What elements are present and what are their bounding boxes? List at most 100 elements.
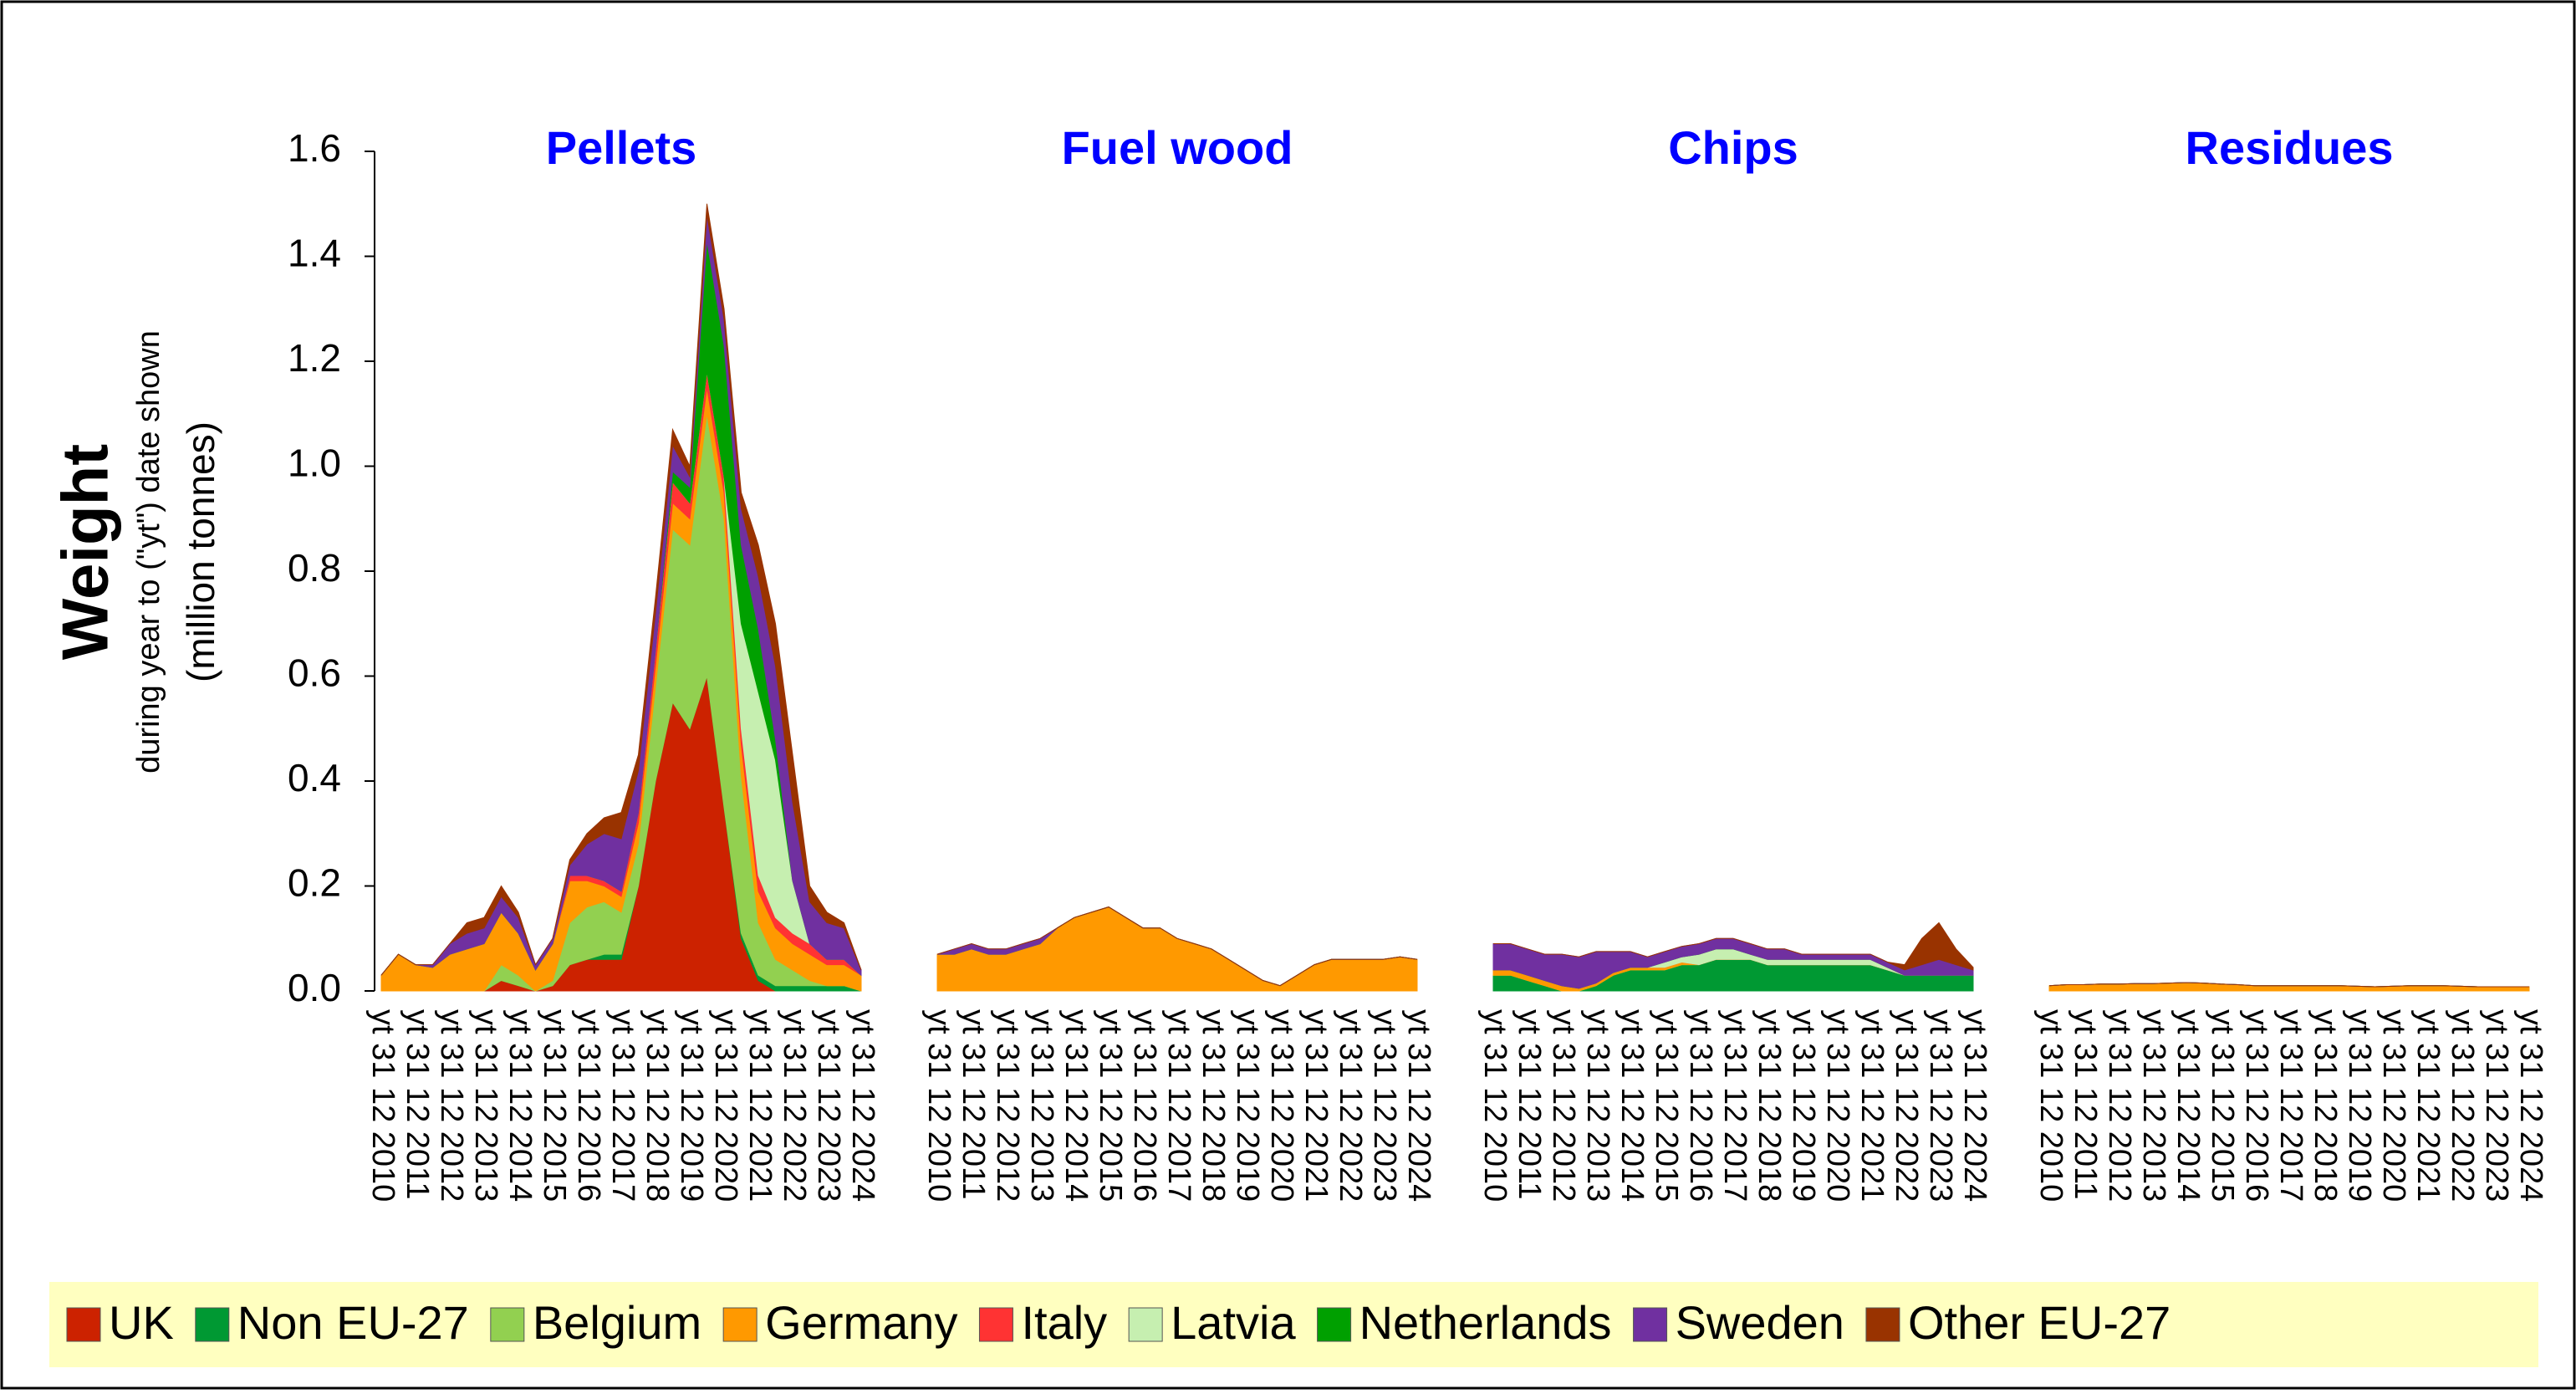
x-tick-label: yt 31 12 2010 [921, 1009, 956, 1202]
y-tick-label: 0.6 [288, 651, 341, 695]
x-tick-label: yt 31 12 2017 [2273, 1009, 2308, 1202]
x-tick-label: yt 31 12 2013 [1024, 1009, 1059, 1202]
x-tick-label: yt 31 12 2016 [1683, 1009, 1718, 1202]
x-tick-label: yt 31 12 2014 [2170, 1009, 2206, 1202]
legend-label: Germany [765, 1296, 957, 1349]
x-tick-label: yt 31 12 2024 [1957, 1009, 1992, 1202]
panel-title: Pellets [546, 121, 697, 174]
legend-label: Belgium [533, 1296, 701, 1349]
x-tick-label: yt 31 12 2022 [1889, 1009, 1924, 1202]
x-tick-label: yt 31 12 2011 [1512, 1009, 1547, 1199]
legend-box [49, 1282, 2538, 1367]
x-tick-label: yt 31 12 2014 [1614, 1009, 1650, 1202]
area-segment [1493, 922, 1974, 971]
area-segment [380, 203, 862, 976]
area-segment [2048, 982, 2529, 988]
x-tick-label: yt 31 12 2020 [1820, 1009, 1855, 1202]
x-tick-label: yt 31 12 2011 [400, 1009, 435, 1199]
legend-label: Latvia [1171, 1296, 1296, 1349]
x-tick-label: yt 31 12 2023 [2479, 1009, 2514, 1202]
x-tick-label: yt 31 12 2010 [1477, 1009, 1512, 1202]
x-tick-label: yt 31 12 2017 [1161, 1009, 1196, 1202]
x-tick-label: yt 31 12 2024 [845, 1009, 880, 1202]
x-tick-label: yt 31 12 2018 [1196, 1009, 1231, 1202]
x-tick-label: yt 31 12 2021 [1854, 1009, 1890, 1202]
y-tick-label: 1.6 [288, 126, 341, 170]
x-tick-label: yt 31 12 2021 [2410, 1009, 2446, 1202]
x-tick-label: yt 31 12 2012 [2102, 1009, 2137, 1202]
legend-swatch [978, 1307, 1013, 1342]
legend-swatch [490, 1307, 525, 1342]
x-tick-label: yt 31 12 2013 [2136, 1009, 2171, 1202]
x-tick-label: yt 31 12 2020 [708, 1009, 743, 1202]
x-tick-label: yt 31 12 2011 [2068, 1009, 2103, 1199]
x-tick-label: yt 31 12 2022 [1333, 1009, 1368, 1202]
x-tick-label: yt 31 12 2020 [1264, 1009, 1299, 1202]
legend-label: Sweden [1676, 1296, 1844, 1349]
legend-label: Other EU-27 [1908, 1296, 2170, 1349]
x-tick-label: yt 31 12 2024 [2513, 1009, 2548, 1202]
legend-label: Italy [1021, 1296, 1107, 1349]
x-tick-label: yt 31 12 2016 [2239, 1009, 2274, 1202]
legend-swatch [722, 1307, 757, 1342]
x-tick-label: yt 31 12 2016 [571, 1009, 606, 1202]
y-tick-label: 0.8 [288, 546, 341, 590]
x-tick-label: yt 31 12 2016 [1127, 1009, 1162, 1202]
legend-swatch [1865, 1307, 1900, 1342]
legend-label: UK [109, 1296, 174, 1349]
legend-label: Non EU-27 [237, 1296, 469, 1349]
x-tick-label: yt 31 12 2019 [1230, 1009, 1265, 1202]
panel-title: Residues [2186, 121, 2394, 174]
legend-label: Netherlands [1359, 1296, 1612, 1349]
legend-swatch [1128, 1307, 1163, 1342]
x-tick-label: yt 31 12 2013 [468, 1009, 503, 1202]
y-tick-label: 1.2 [288, 336, 341, 380]
x-tick-label: yt 31 12 2010 [2033, 1009, 2068, 1202]
x-tick-label: yt 31 12 2023 [1923, 1009, 1958, 1202]
x-tick-label: yt 31 12 2010 [365, 1009, 400, 1202]
x-tick-label: yt 31 12 2019 [674, 1009, 709, 1202]
x-tick-label: yt 31 12 2020 [2376, 1009, 2411, 1202]
legend-swatch [1317, 1307, 1352, 1342]
x-tick-label: yt 31 12 2018 [640, 1009, 675, 1202]
x-tick-label: yt 31 12 2012 [990, 1009, 1025, 1202]
x-tick-label: yt 31 12 2023 [1367, 1009, 1402, 1202]
y-tick-label: 0.4 [288, 756, 341, 799]
panel-title: Chips [1668, 121, 1798, 174]
x-tick-label: yt 31 12 2022 [2445, 1009, 2480, 1202]
x-tick-label: yt 31 12 2013 [1580, 1009, 1615, 1202]
area-segment [936, 906, 1418, 987]
y-tick-label: 0.0 [288, 966, 341, 1009]
x-tick-label: yt 31 12 2021 [742, 1009, 778, 1202]
y-tick-label: 1.0 [288, 442, 341, 485]
x-tick-label: yt 31 12 2015 [2205, 1009, 2240, 1202]
x-tick-label: yt 31 12 2018 [2308, 1009, 2343, 1202]
y-axis-title: Weight [48, 444, 122, 661]
x-tick-label: yt 31 12 2017 [605, 1009, 640, 1202]
legend-swatch [195, 1307, 230, 1342]
y-tick-label: 0.2 [288, 861, 341, 905]
x-tick-label: yt 31 12 2015 [1649, 1009, 1684, 1202]
y-axis-subtitle: during year to ("yt") date shown [131, 330, 166, 774]
x-tick-label: yt 31 12 2012 [434, 1009, 469, 1202]
x-tick-label: yt 31 12 2023 [811, 1009, 846, 1202]
x-tick-label: yt 31 12 2022 [777, 1009, 812, 1202]
x-tick-label: yt 31 12 2014 [1058, 1009, 1094, 1202]
x-tick-label: yt 31 12 2019 [1786, 1009, 1821, 1202]
y-tick-label: 1.4 [288, 232, 341, 275]
x-tick-label: yt 31 12 2015 [537, 1009, 572, 1202]
x-tick-label: yt 31 12 2021 [1298, 1009, 1334, 1202]
x-tick-label: yt 31 12 2024 [1401, 1009, 1436, 1202]
panel-title: Fuel wood [1062, 121, 1293, 174]
x-tick-label: yt 31 12 2019 [2342, 1009, 2377, 1202]
x-tick-label: yt 31 12 2015 [1093, 1009, 1128, 1202]
y-axis-unit: (million tonnes) [179, 421, 222, 682]
x-tick-label: yt 31 12 2012 [1546, 1009, 1581, 1202]
legend-swatch [66, 1307, 101, 1342]
x-tick-label: yt 31 12 2014 [502, 1009, 538, 1202]
x-tick-label: yt 31 12 2011 [956, 1009, 991, 1199]
legend-swatch [1633, 1307, 1668, 1342]
x-tick-label: yt 31 12 2017 [1717, 1009, 1752, 1202]
